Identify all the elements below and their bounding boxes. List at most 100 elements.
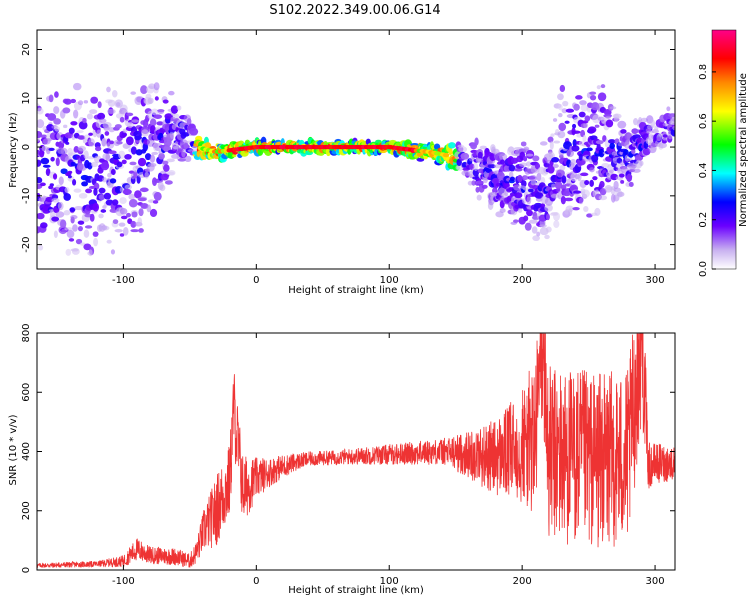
spectrogram-cell	[144, 171, 149, 179]
spectrogram-cell	[103, 192, 112, 200]
spectrogram-cell	[672, 125, 675, 131]
spectrogram-cell	[640, 117, 648, 123]
x-tick-label: 100	[380, 275, 399, 286]
spectrogram-cell	[544, 204, 553, 212]
spectrogram-cell	[59, 219, 67, 229]
spectrogram-cell	[74, 205, 84, 211]
spectrogram-cell	[591, 154, 599, 163]
spectrogram-cell	[118, 222, 126, 227]
spectrogram-cell	[66, 229, 75, 239]
spectrogram-cell	[598, 195, 608, 201]
spectrogram-cell	[78, 193, 88, 199]
spectrogram-cell	[662, 134, 668, 138]
spectrogram-cell	[580, 172, 589, 177]
spectrogram-cell	[476, 194, 482, 201]
spectrogram-cell	[532, 235, 540, 242]
spectrogram-cell	[559, 164, 566, 171]
spectrogram-cell	[139, 187, 149, 193]
spectrogram-cell	[70, 161, 76, 167]
spectrogram-cell	[122, 226, 129, 236]
x-tick-label: 200	[513, 576, 532, 587]
spectrogram-cell	[472, 168, 480, 177]
y-tick-label: 600	[21, 383, 32, 402]
spectrogram-cell	[119, 207, 128, 215]
spectrogram-cell	[110, 168, 116, 176]
spectrogram-cell	[166, 171, 175, 176]
spectrogram-cell	[151, 151, 159, 155]
spectrogram-cell	[65, 248, 72, 256]
spectrogram-cell	[112, 199, 119, 206]
spectrogram-cell	[149, 208, 158, 218]
y-tick-label: 200	[21, 501, 32, 520]
spectrogram-cell	[465, 172, 470, 176]
spectrogram-cell	[83, 243, 92, 251]
spectrogram-cell	[54, 91, 59, 98]
y-tick-label: 0	[21, 567, 32, 573]
spectrogram-cell	[140, 85, 148, 95]
spectrogram-cell	[153, 191, 162, 201]
spectrogram-cell	[584, 180, 590, 186]
spectrogram-cell	[557, 93, 564, 101]
x-tick-label: -100	[112, 275, 135, 286]
spectrogram-cell	[96, 129, 102, 138]
spectrogram-cell	[543, 162, 551, 168]
spectrogram-cell	[98, 187, 106, 194]
spectrogram-cell	[553, 220, 560, 229]
spectrogram-cell	[479, 145, 487, 150]
spectrogram-cell	[487, 163, 496, 169]
spectrogram-cell	[573, 190, 582, 194]
spectrogram-cell	[51, 216, 60, 222]
spectrogram-cell	[145, 93, 152, 99]
spectrogram-cell	[51, 197, 60, 203]
spectrogram-cell	[513, 184, 522, 191]
spectrogram-cell	[594, 189, 600, 195]
spectrogram-cell	[106, 86, 111, 93]
spectrogram-cell	[37, 159, 42, 167]
spectrogram-cell	[613, 180, 619, 190]
spectrogram-cell	[92, 202, 100, 212]
spectrogram-cell	[53, 106, 60, 115]
spectrogram-cell	[63, 210, 71, 216]
spectrogram-cell	[124, 184, 132, 190]
spectrogram-cell	[600, 84, 606, 89]
spectrogram-cell	[149, 118, 157, 127]
spectrogram-cell	[164, 180, 173, 185]
spectrogram-cell	[572, 206, 580, 211]
spectrogram-cell	[565, 108, 575, 113]
spectrogram-cell	[77, 226, 83, 232]
spectrogram-cell	[148, 83, 156, 90]
spectrogram-cell	[582, 189, 590, 198]
spectrogram-cell	[505, 183, 510, 188]
spectrogram-cell	[527, 188, 534, 193]
spectrogram-cell	[138, 228, 144, 233]
spectrogram-cell	[63, 98, 72, 105]
spectrogram-cell	[63, 124, 68, 129]
colorbar-tick-label: 0.2	[698, 212, 709, 228]
spectrogram-cell	[116, 161, 123, 168]
spectrogram-cell	[578, 111, 586, 118]
spectrogram-cell	[595, 140, 604, 145]
spectrogram-cell	[467, 180, 473, 186]
spectrogram-cell	[104, 131, 110, 136]
spectrogram-cell	[532, 155, 540, 162]
spectrogram-cell	[633, 118, 639, 126]
spectrogram-cell	[53, 118, 61, 125]
spectrogram-cell	[523, 146, 530, 152]
spectrogram-cell	[83, 229, 90, 238]
spectrogram-cell	[40, 222, 48, 229]
spectrogram-cell	[549, 140, 554, 150]
spectrogram-cell	[134, 190, 142, 199]
spectrogram-cell	[545, 213, 550, 221]
x-tick-label: 100	[380, 576, 399, 587]
spectrogram-cell	[547, 165, 555, 174]
spectrogram-cell	[106, 239, 112, 244]
spectrogram-cell	[77, 100, 84, 106]
spectrogram-cell	[561, 108, 568, 114]
spectrogram-cell	[544, 234, 550, 240]
spectrogram-cell	[639, 160, 644, 167]
spectrogram-cell	[617, 120, 627, 129]
spectrogram-cell	[126, 112, 134, 117]
spectrogram-cell	[130, 220, 137, 228]
spectrogram-cell	[103, 125, 110, 131]
spectrogram-cell	[101, 225, 110, 231]
